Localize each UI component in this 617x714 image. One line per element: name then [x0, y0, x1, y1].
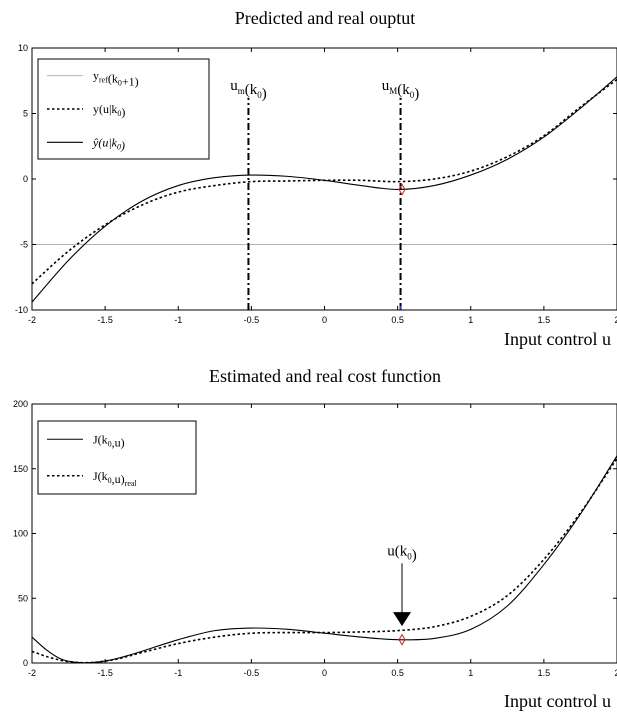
chart-2-annotations: u(k0) [387, 543, 417, 646]
y-tick-label: 5 [23, 109, 28, 119]
x-tick-label: -0.5 [244, 668, 260, 678]
chart-cost-function: Estimated and real cost function u(k0) -… [13, 366, 617, 711]
x-tick-label: -1 [174, 315, 182, 325]
chart-2-ticks: -2 -1.5 -1 -0.5 0 0.5 1 1.5 2 0 50 100 150 200 [13, 399, 617, 678]
chart-2-title: Estimated and real cost function [209, 366, 441, 386]
x-tick-label: 0 [322, 315, 327, 325]
y-tick-label: -10 [15, 305, 28, 315]
legend-entry-label: yref(k0+1) [93, 69, 139, 89]
legend-entry-label: y(u|k0) [93, 102, 125, 119]
x-tick-label: 0.5 [391, 315, 404, 325]
chart-1-annotations: um(k0) uM(k0) [230, 78, 419, 310]
diamond-marker [398, 633, 406, 646]
y-tick-label: 0 [23, 658, 28, 668]
y-tick-label: -5 [20, 240, 28, 250]
x-tick-label: 2 [614, 315, 617, 325]
x-tick-label: 1.5 [538, 315, 551, 325]
x-tick-label: -0.5 [244, 315, 260, 325]
x-tick-label: 1 [468, 668, 473, 678]
chart-2-xlabel: Input control u [504, 691, 611, 711]
series-line-2 [32, 76, 617, 303]
y-tick-label: 50 [18, 593, 28, 603]
vertical-marker-label: uM(k0) [382, 78, 420, 102]
chart-1-series-layer [32, 76, 617, 303]
chart-1-legend: yref(k0+1) y(u|k0) ŷ(u|k0) [37, 58, 210, 160]
x-tick-label: 0.5 [391, 668, 404, 678]
y-tick-label: 100 [13, 529, 28, 539]
diamond-marker [398, 183, 406, 196]
pointer-arrow-label: u(k0) [387, 543, 417, 563]
x-tick-label: 1 [468, 315, 473, 325]
x-tick-label: 0 [322, 668, 327, 678]
vertical-marker-label: um(k0) [230, 78, 267, 102]
legend-entry-label: J(k0,u) [93, 432, 125, 449]
x-tick-label: 1.5 [538, 668, 551, 678]
x-tick-label: 2 [614, 668, 617, 678]
y-tick-label: 0 [23, 174, 28, 184]
chart-1-xlabel: Input control u [504, 329, 611, 349]
x-tick-label: -1.5 [97, 315, 113, 325]
y-tick-label: 200 [13, 399, 28, 409]
chart-2-legend: J(k0,u) J(k0,u)real [37, 420, 197, 495]
y-tick-label: 150 [13, 464, 28, 474]
x-tick-label: -1 [174, 668, 182, 678]
y-tick-label: 10 [18, 43, 28, 53]
legend-entry-label: J(k0,u)real [93, 469, 137, 488]
chart-predicted-output: Predicted and real ouptut um(k0) uM(k0) -… [15, 8, 617, 349]
chart-1-ticks: -2 -1.5 -1 -0.5 0 0.5 1 1.5 2 -10 -5 0 5 10 [15, 43, 617, 325]
pointer-arrow-head [393, 612, 412, 627]
legend-box [37, 420, 197, 495]
x-tick-label: -2 [28, 668, 36, 678]
legend-entry-label: ŷ(u|k0) [92, 135, 125, 152]
x-tick-label: -1.5 [97, 668, 113, 678]
x-tick-label: -2 [28, 315, 36, 325]
chart-1-title: Predicted and real ouptut [235, 8, 415, 28]
